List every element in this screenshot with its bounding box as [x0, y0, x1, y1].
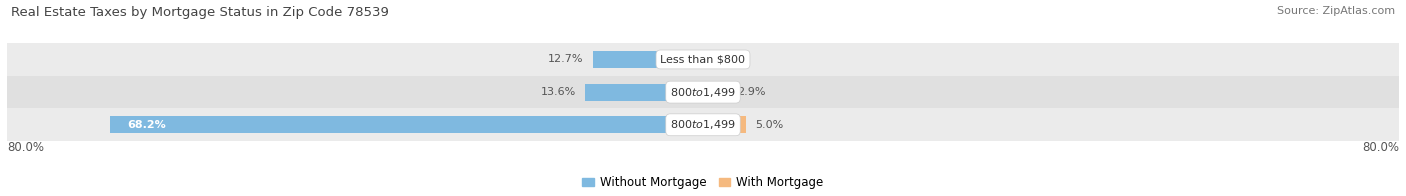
Text: Less than $800: Less than $800: [661, 54, 745, 64]
Text: Real Estate Taxes by Mortgage Status in Zip Code 78539: Real Estate Taxes by Mortgage Status in …: [11, 6, 389, 19]
Text: 12.7%: 12.7%: [548, 54, 583, 64]
Text: 80.0%: 80.0%: [1362, 141, 1399, 154]
Bar: [7, 43, 1399, 76]
Bar: [7, 76, 1399, 108]
Bar: [585, 84, 703, 101]
Text: 5.0%: 5.0%: [755, 120, 783, 130]
Text: 80.0%: 80.0%: [7, 141, 44, 154]
Bar: [703, 51, 706, 68]
Bar: [592, 51, 703, 68]
Bar: [703, 84, 728, 101]
Text: $800 to $1,499: $800 to $1,499: [671, 86, 735, 99]
Text: Source: ZipAtlas.com: Source: ZipAtlas.com: [1277, 6, 1395, 16]
Text: 0.29%: 0.29%: [714, 54, 749, 64]
Text: 13.6%: 13.6%: [541, 87, 576, 97]
Legend: Without Mortgage, With Mortgage: Without Mortgage, With Mortgage: [582, 176, 824, 189]
Text: 2.9%: 2.9%: [737, 87, 765, 97]
Bar: [110, 116, 703, 133]
Text: $800 to $1,499: $800 to $1,499: [671, 118, 735, 131]
Bar: [703, 116, 747, 133]
Bar: [7, 108, 1399, 141]
Text: 68.2%: 68.2%: [127, 120, 166, 130]
